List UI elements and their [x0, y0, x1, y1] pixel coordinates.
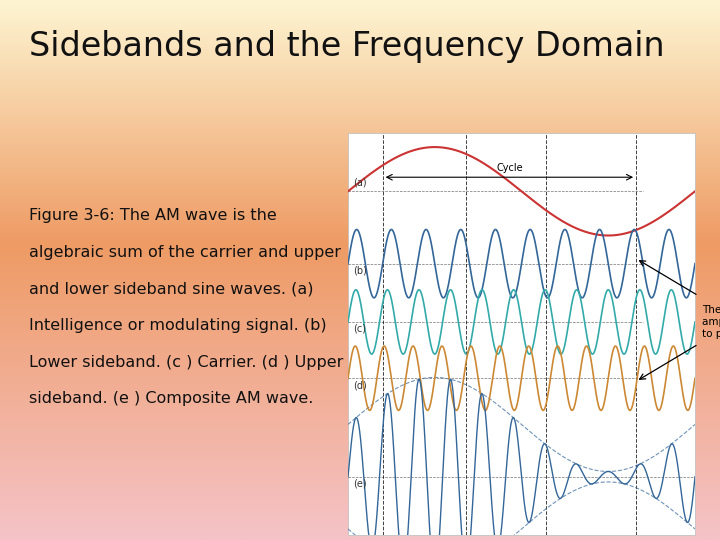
Bar — [348, 133, 695, 535]
Text: (d): (d) — [354, 380, 367, 390]
Text: Sidebands and the Frequency Domain: Sidebands and the Frequency Domain — [29, 30, 665, 63]
Text: These instantaneous
amplitudes are added
to produce this sum: These instantaneous amplitudes are added… — [702, 305, 720, 339]
Text: Intelligence or modulating signal. (b): Intelligence or modulating signal. (b) — [29, 318, 326, 333]
Text: Cycle: Cycle — [496, 163, 523, 173]
Text: algebraic sum of the carrier and upper: algebraic sum of the carrier and upper — [29, 245, 341, 260]
Text: (e): (e) — [354, 479, 366, 489]
Text: and lower sideband sine waves. (a): and lower sideband sine waves. (a) — [29, 281, 313, 296]
Text: (b): (b) — [354, 266, 367, 275]
Text: Lower sideband. (c ) Carrier. (d ) Upper: Lower sideband. (c ) Carrier. (d ) Upper — [29, 355, 343, 370]
Text: Figure 3-6: The AM wave is the: Figure 3-6: The AM wave is the — [29, 208, 276, 223]
Text: (a): (a) — [354, 177, 366, 187]
Text: (c): (c) — [354, 324, 366, 334]
Text: sideband. (e ) Composite AM wave.: sideband. (e ) Composite AM wave. — [29, 392, 313, 407]
